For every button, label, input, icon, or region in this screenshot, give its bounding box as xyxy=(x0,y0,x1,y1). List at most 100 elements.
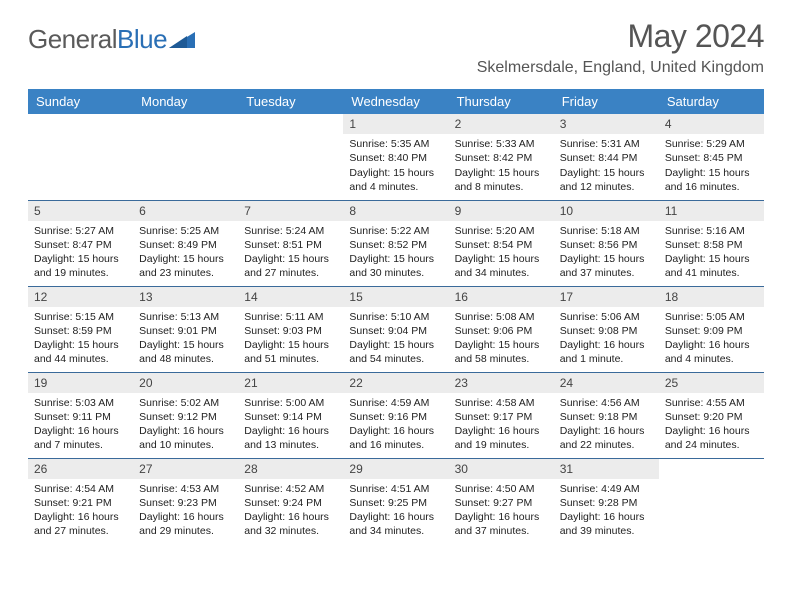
calendar-cell: 24Sunrise: 4:56 AMSunset: 9:18 PMDayligh… xyxy=(554,372,659,458)
day-body: Sunrise: 5:16 AMSunset: 8:58 PMDaylight:… xyxy=(659,221,764,285)
calendar-cell: 18Sunrise: 5:05 AMSunset: 9:09 PMDayligh… xyxy=(659,286,764,372)
daylight-text: Daylight: 16 hours and 27 minutes. xyxy=(34,510,127,538)
calendar-cell: 5Sunrise: 5:27 AMSunset: 8:47 PMDaylight… xyxy=(28,200,133,286)
weekday-header: Wednesday xyxy=(343,89,448,114)
day-body: Sunrise: 5:13 AMSunset: 9:01 PMDaylight:… xyxy=(133,307,238,371)
day-body: Sunrise: 4:54 AMSunset: 9:21 PMDaylight:… xyxy=(28,479,133,543)
day-body: Sunrise: 4:58 AMSunset: 9:17 PMDaylight:… xyxy=(449,393,554,457)
day-body: Sunrise: 4:49 AMSunset: 9:28 PMDaylight:… xyxy=(554,479,659,543)
day-body: Sunrise: 5:24 AMSunset: 8:51 PMDaylight:… xyxy=(238,221,343,285)
sunset-text: Sunset: 9:14 PM xyxy=(244,410,337,424)
sunrise-text: Sunrise: 4:49 AM xyxy=(560,482,653,496)
daylight-text: Daylight: 16 hours and 32 minutes. xyxy=(244,510,337,538)
daylight-text: Daylight: 16 hours and 19 minutes. xyxy=(455,424,548,452)
calendar-cell: 28Sunrise: 4:52 AMSunset: 9:24 PMDayligh… xyxy=(238,458,343,544)
daylight-text: Daylight: 16 hours and 10 minutes. xyxy=(139,424,232,452)
daylight-text: Daylight: 16 hours and 29 minutes. xyxy=(139,510,232,538)
calendar-cell: 4Sunrise: 5:29 AMSunset: 8:45 PMDaylight… xyxy=(659,114,764,200)
sunset-text: Sunset: 9:01 PM xyxy=(139,324,232,338)
day-body: Sunrise: 5:31 AMSunset: 8:44 PMDaylight:… xyxy=(554,134,659,198)
sunrise-text: Sunrise: 4:56 AM xyxy=(560,396,653,410)
sunset-text: Sunset: 8:56 PM xyxy=(560,238,653,252)
daylight-text: Daylight: 16 hours and 4 minutes. xyxy=(665,338,758,366)
day-body: Sunrise: 5:29 AMSunset: 8:45 PMDaylight:… xyxy=(659,134,764,198)
weekday-header: Thursday xyxy=(449,89,554,114)
daylight-text: Daylight: 16 hours and 13 minutes. xyxy=(244,424,337,452)
logo-text-1: General xyxy=(28,24,117,55)
sunset-text: Sunset: 8:49 PM xyxy=(139,238,232,252)
daylight-text: Daylight: 15 hours and 12 minutes. xyxy=(560,166,653,194)
sunrise-text: Sunrise: 4:55 AM xyxy=(665,396,758,410)
sunset-text: Sunset: 9:03 PM xyxy=(244,324,337,338)
day-body: Sunrise: 4:59 AMSunset: 9:16 PMDaylight:… xyxy=(343,393,448,457)
calendar-cell: 6Sunrise: 5:25 AMSunset: 8:49 PMDaylight… xyxy=(133,200,238,286)
day-body: Sunrise: 5:00 AMSunset: 9:14 PMDaylight:… xyxy=(238,393,343,457)
daylight-text: Daylight: 15 hours and 19 minutes. xyxy=(34,252,127,280)
sunrise-text: Sunrise: 5:33 AM xyxy=(455,137,548,151)
daylight-text: Daylight: 16 hours and 34 minutes. xyxy=(349,510,442,538)
daylight-text: Daylight: 15 hours and 30 minutes. xyxy=(349,252,442,280)
sunrise-text: Sunrise: 4:52 AM xyxy=(244,482,337,496)
weekday-header: Tuesday xyxy=(238,89,343,114)
day-body: Sunrise: 5:27 AMSunset: 8:47 PMDaylight:… xyxy=(28,221,133,285)
daylight-text: Daylight: 15 hours and 51 minutes. xyxy=(244,338,337,366)
day-body: Sunrise: 5:25 AMSunset: 8:49 PMDaylight:… xyxy=(133,221,238,285)
sunrise-text: Sunrise: 5:35 AM xyxy=(349,137,442,151)
daylight-text: Daylight: 16 hours and 1 minute. xyxy=(560,338,653,366)
calendar-cell: 22Sunrise: 4:59 AMSunset: 9:16 PMDayligh… xyxy=(343,372,448,458)
day-number: 5 xyxy=(28,201,133,221)
day-number: 8 xyxy=(343,201,448,221)
calendar-cell: 19Sunrise: 5:03 AMSunset: 9:11 PMDayligh… xyxy=(28,372,133,458)
daylight-text: Daylight: 15 hours and 58 minutes. xyxy=(455,338,548,366)
sunrise-text: Sunrise: 5:08 AM xyxy=(455,310,548,324)
sunset-text: Sunset: 9:09 PM xyxy=(665,324,758,338)
sunrise-text: Sunrise: 5:22 AM xyxy=(349,224,442,238)
day-number: 4 xyxy=(659,114,764,134)
sunrise-text: Sunrise: 4:54 AM xyxy=(34,482,127,496)
calendar-cell: 20Sunrise: 5:02 AMSunset: 9:12 PMDayligh… xyxy=(133,372,238,458)
sunrise-text: Sunrise: 5:18 AM xyxy=(560,224,653,238)
day-number: 20 xyxy=(133,373,238,393)
day-body: Sunrise: 5:06 AMSunset: 9:08 PMDaylight:… xyxy=(554,307,659,371)
sunset-text: Sunset: 9:21 PM xyxy=(34,496,127,510)
calendar-cell: . xyxy=(133,114,238,200)
logo-triangle-icon xyxy=(169,24,195,55)
daylight-text: Daylight: 16 hours and 37 minutes. xyxy=(455,510,548,538)
day-body: Sunrise: 4:53 AMSunset: 9:23 PMDaylight:… xyxy=(133,479,238,543)
day-number: 14 xyxy=(238,287,343,307)
sunset-text: Sunset: 9:20 PM xyxy=(665,410,758,424)
day-body: Sunrise: 5:11 AMSunset: 9:03 PMDaylight:… xyxy=(238,307,343,371)
calendar-cell: 13Sunrise: 5:13 AMSunset: 9:01 PMDayligh… xyxy=(133,286,238,372)
sunset-text: Sunset: 8:42 PM xyxy=(455,151,548,165)
day-number: 15 xyxy=(343,287,448,307)
daylight-text: Daylight: 15 hours and 23 minutes. xyxy=(139,252,232,280)
day-body: Sunrise: 5:02 AMSunset: 9:12 PMDaylight:… xyxy=(133,393,238,457)
day-body: Sunrise: 5:03 AMSunset: 9:11 PMDaylight:… xyxy=(28,393,133,457)
calendar-row: 5Sunrise: 5:27 AMSunset: 8:47 PMDaylight… xyxy=(28,200,764,286)
day-number: 23 xyxy=(449,373,554,393)
calendar-cell: 17Sunrise: 5:06 AMSunset: 9:08 PMDayligh… xyxy=(554,286,659,372)
day-number: 1 xyxy=(343,114,448,134)
day-body: Sunrise: 4:51 AMSunset: 9:25 PMDaylight:… xyxy=(343,479,448,543)
sunset-text: Sunset: 9:28 PM xyxy=(560,496,653,510)
day-number: 9 xyxy=(449,201,554,221)
sunrise-text: Sunrise: 4:51 AM xyxy=(349,482,442,496)
sunset-text: Sunset: 9:18 PM xyxy=(560,410,653,424)
daylight-text: Daylight: 15 hours and 8 minutes. xyxy=(455,166,548,194)
sunset-text: Sunset: 9:24 PM xyxy=(244,496,337,510)
calendar-row: ...1Sunrise: 5:35 AMSunset: 8:40 PMDayli… xyxy=(28,114,764,200)
sunrise-text: Sunrise: 5:00 AM xyxy=(244,396,337,410)
day-number: 21 xyxy=(238,373,343,393)
sunset-text: Sunset: 9:08 PM xyxy=(560,324,653,338)
daylight-text: Daylight: 15 hours and 27 minutes. xyxy=(244,252,337,280)
sunset-text: Sunset: 9:04 PM xyxy=(349,324,442,338)
day-body: Sunrise: 5:18 AMSunset: 8:56 PMDaylight:… xyxy=(554,221,659,285)
sunrise-text: Sunrise: 5:29 AM xyxy=(665,137,758,151)
daylight-text: Daylight: 15 hours and 44 minutes. xyxy=(34,338,127,366)
day-body: Sunrise: 5:15 AMSunset: 8:59 PMDaylight:… xyxy=(28,307,133,371)
sunrise-text: Sunrise: 5:03 AM xyxy=(34,396,127,410)
day-body: Sunrise: 5:33 AMSunset: 8:42 PMDaylight:… xyxy=(449,134,554,198)
sunrise-text: Sunrise: 5:02 AM xyxy=(139,396,232,410)
day-number: 3 xyxy=(554,114,659,134)
calendar-cell: 31Sunrise: 4:49 AMSunset: 9:28 PMDayligh… xyxy=(554,458,659,544)
